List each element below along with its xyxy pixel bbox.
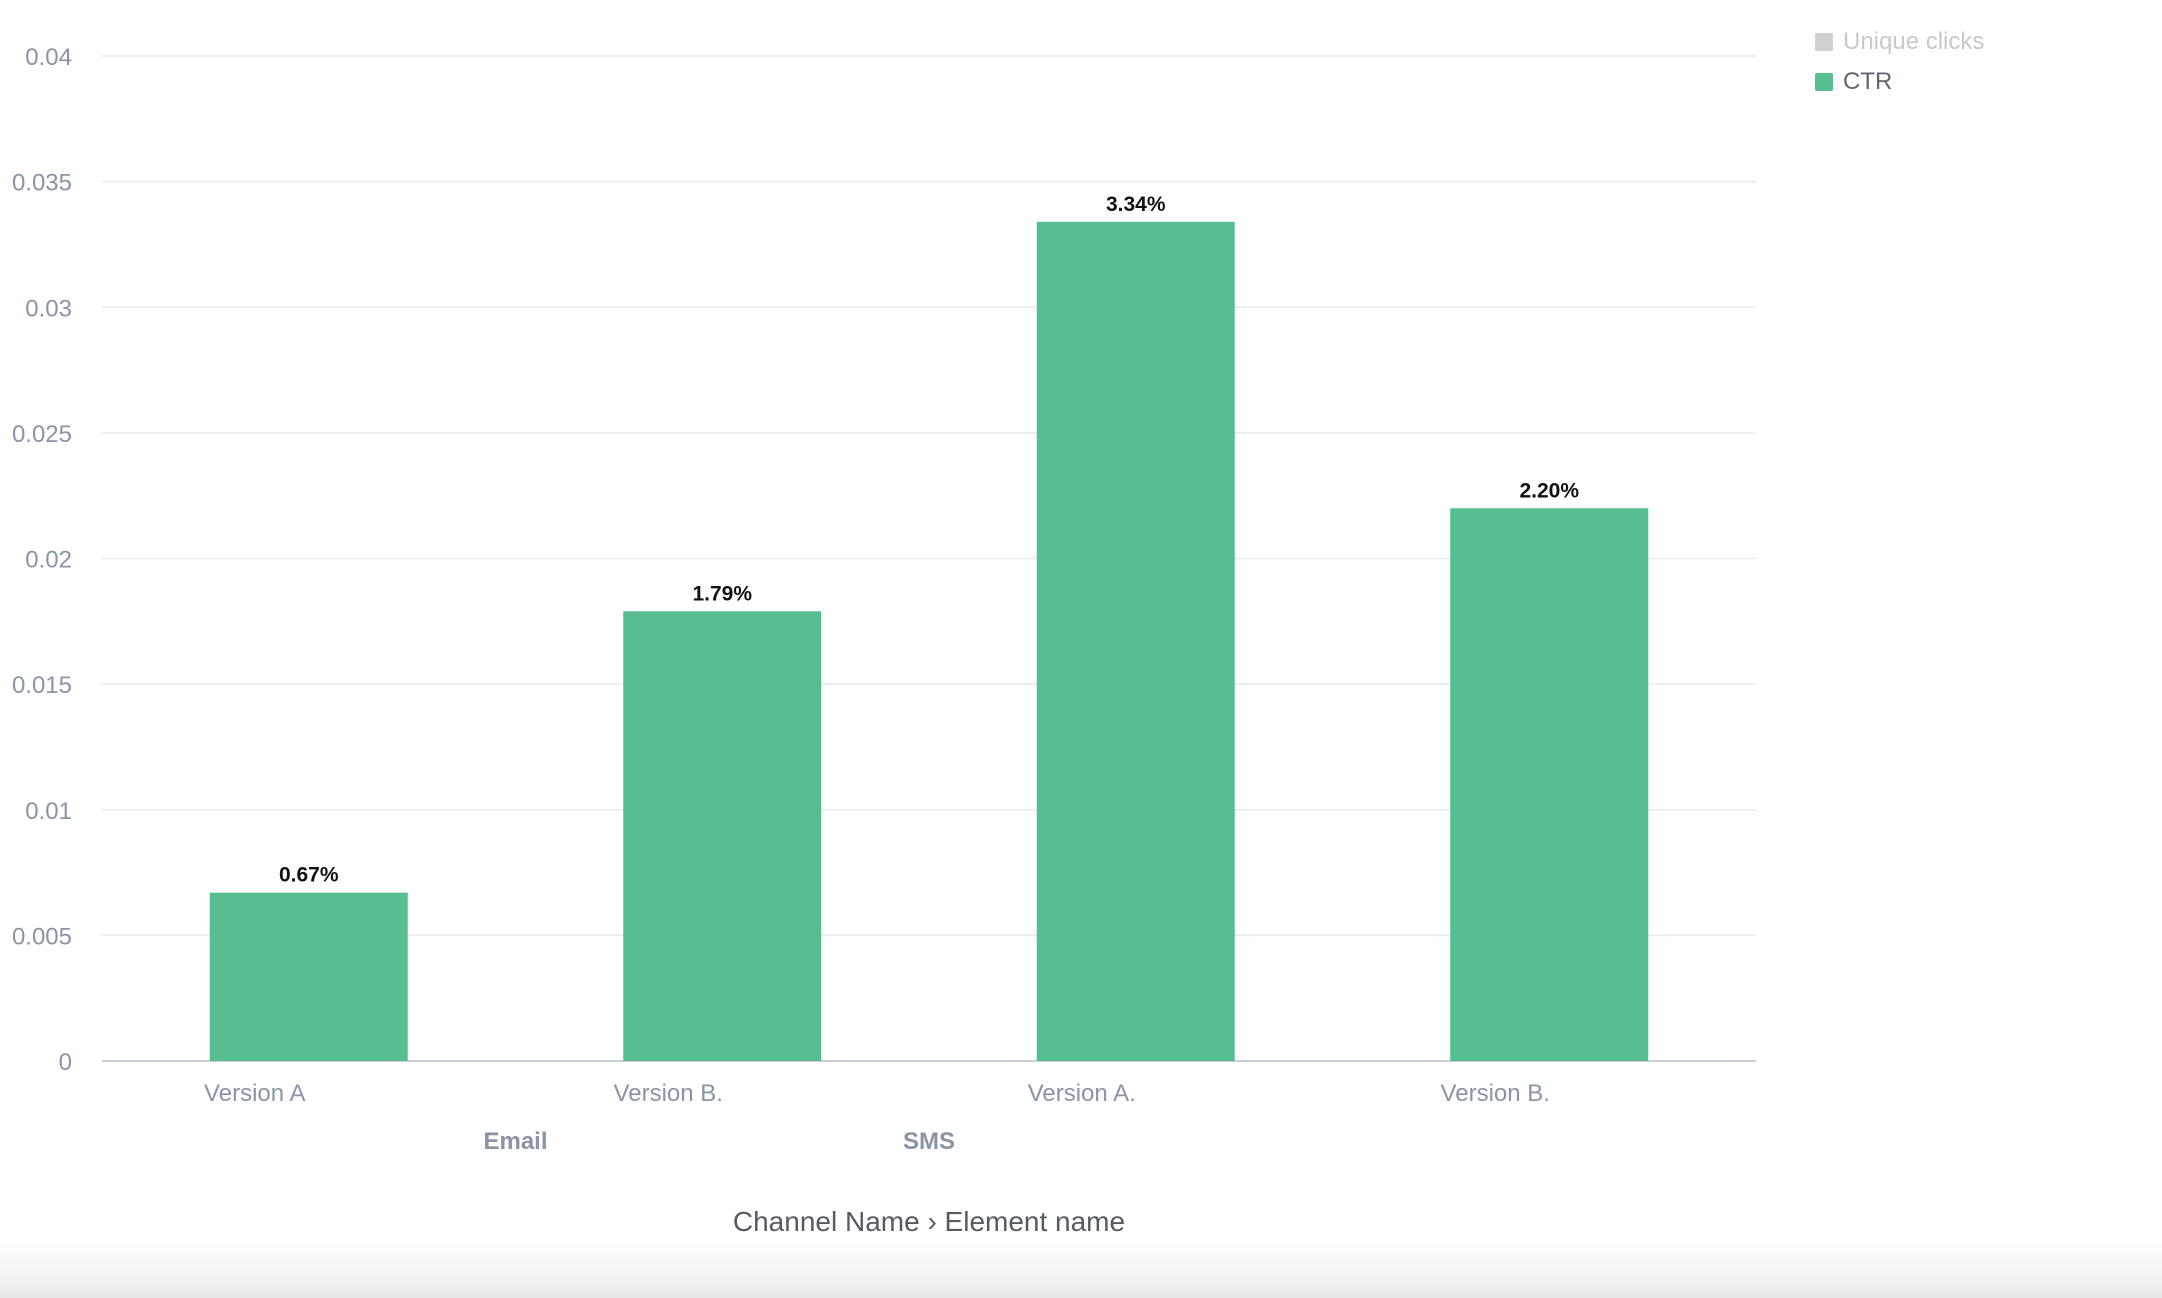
bar[interactable] [209, 892, 408, 1061]
legend-swatch-ctr [1815, 73, 1833, 91]
data-labels: 0.67% 1.79% 3.34% 2.20% [279, 193, 1579, 887]
y-tick-label: 0.035 [12, 170, 72, 197]
x-axis-ticks: Version A Version B. Version A. Version B. [204, 1080, 1550, 1107]
data-label: 2.20% [1519, 479, 1579, 502]
x-group-label: Email [483, 1128, 547, 1155]
y-tick-label: 0.04 [25, 44, 72, 71]
legend-label-unique-clicks: Unique clicks [1843, 28, 1985, 55]
x-group-label: SMS [903, 1128, 955, 1155]
y-tick-label: 0.025 [12, 421, 72, 448]
bar[interactable] [1450, 508, 1649, 1061]
data-label: 1.79% [692, 582, 752, 605]
legend-swatch-unique-clicks [1815, 33, 1833, 51]
y-tick-label: 0 [59, 1049, 72, 1076]
legend-label-ctr: CTR [1843, 68, 1893, 95]
y-tick-label: 0.02 [25, 547, 72, 574]
x-tick-label: Version A [204, 1080, 305, 1107]
y-tick-label: 0.01 [25, 798, 72, 825]
data-label: 3.34% [1106, 193, 1166, 216]
bar[interactable] [623, 611, 822, 1061]
y-axis-ticks: 0 0.005 0.01 0.015 0.02 0.025 0.03 0.035 0.04 [12, 44, 72, 1076]
bars [209, 221, 1649, 1061]
y-tick-label: 0.03 [25, 295, 72, 322]
legend-item-ctr[interactable]: CTR [1815, 62, 1984, 102]
x-axis-title: Channel Name › Element name [733, 1206, 1125, 1237]
x-tick-label: Version A. [1028, 1080, 1136, 1107]
y-tick-label: 0.015 [12, 672, 72, 699]
bottom-shade [0, 1240, 2162, 1298]
data-label: 0.67% [279, 864, 339, 887]
x-tick-label: Version B. [614, 1080, 723, 1107]
legend: Unique clicks CTR [1815, 22, 1984, 102]
y-tick-label: 0.005 [12, 923, 72, 950]
legend-item-unique-clicks[interactable]: Unique clicks [1815, 22, 1984, 62]
x-tick-label: Version B. [1441, 1080, 1550, 1107]
x-axis-groups: Email SMS [483, 1128, 955, 1155]
bar[interactable] [1036, 221, 1235, 1061]
